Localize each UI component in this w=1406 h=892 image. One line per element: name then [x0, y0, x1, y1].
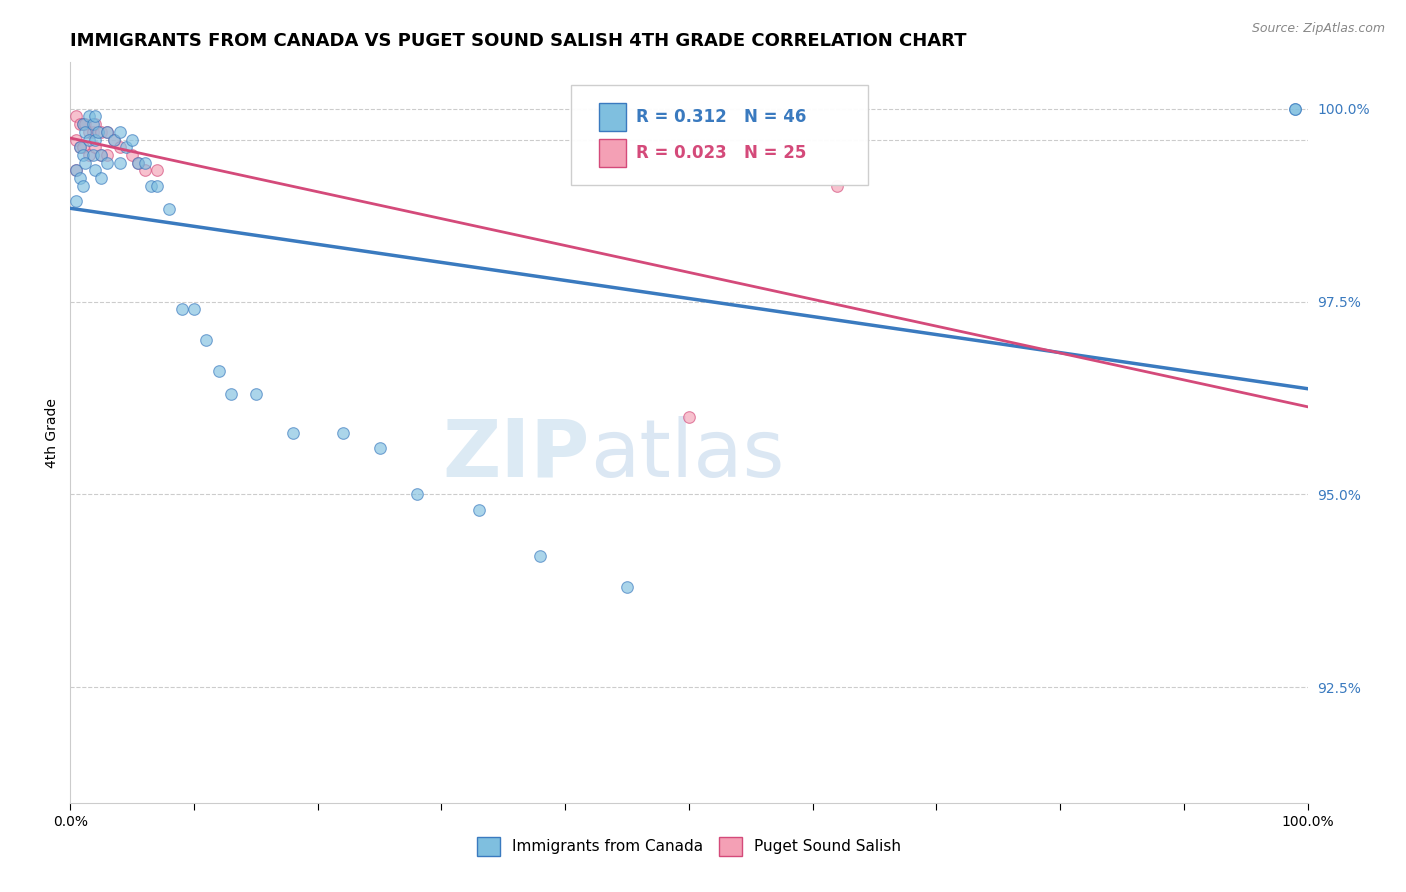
Point	[529, 549, 551, 563]
Point	[1284, 102, 1306, 116]
Point	[1284, 102, 1306, 116]
Point	[96, 125, 118, 139]
Text: R = 0.023   N = 25: R = 0.023 N = 25	[636, 144, 806, 161]
Point	[368, 441, 391, 455]
Y-axis label: 4th Grade: 4th Grade	[45, 398, 59, 467]
Point	[170, 302, 193, 317]
Point	[678, 410, 700, 425]
Point	[82, 117, 104, 131]
Text: ZIP: ZIP	[443, 416, 591, 494]
Point	[77, 132, 100, 146]
Point	[146, 178, 169, 193]
Point	[108, 140, 131, 154]
Point	[69, 140, 91, 154]
Text: IMMIGRANTS FROM CANADA VS PUGET SOUND SALISH 4TH GRADE CORRELATION CHART: IMMIGRANTS FROM CANADA VS PUGET SOUND SA…	[70, 32, 967, 50]
Text: atlas: atlas	[591, 416, 785, 494]
Point	[96, 148, 118, 162]
Point	[65, 110, 87, 124]
Point	[90, 148, 112, 162]
Point	[82, 125, 104, 139]
Point	[69, 140, 91, 154]
Point	[72, 178, 94, 193]
Point	[77, 110, 100, 124]
Point	[827, 178, 849, 193]
Point	[121, 148, 143, 162]
Point	[90, 171, 112, 186]
Point	[139, 178, 162, 193]
Text: Source: ZipAtlas.com: Source: ZipAtlas.com	[1251, 22, 1385, 36]
Point	[77, 125, 100, 139]
Point	[84, 132, 107, 146]
Point	[467, 502, 489, 516]
Point	[69, 117, 91, 131]
Point	[69, 171, 91, 186]
Point	[72, 117, 94, 131]
Point	[72, 140, 94, 154]
Point	[195, 333, 218, 347]
Point	[65, 163, 87, 178]
Point	[108, 125, 131, 139]
Point	[103, 132, 125, 146]
Point	[90, 125, 112, 139]
Point	[90, 148, 112, 162]
Bar	[599, 138, 626, 167]
Text: R = 0.312   N = 46: R = 0.312 N = 46	[636, 108, 806, 127]
Point	[65, 163, 87, 178]
Point	[146, 163, 169, 178]
FancyBboxPatch shape	[571, 85, 869, 185]
Point	[108, 155, 131, 169]
Point	[103, 132, 125, 146]
Point	[157, 202, 180, 216]
Point	[86, 125, 108, 139]
Point	[65, 132, 87, 146]
Point	[134, 155, 156, 169]
Point	[84, 110, 107, 124]
Point	[127, 155, 149, 169]
Point	[115, 140, 138, 154]
Point	[84, 117, 107, 131]
Point	[96, 125, 118, 139]
Point	[75, 155, 97, 169]
Point	[75, 117, 97, 131]
Bar	[599, 103, 626, 131]
Point	[127, 155, 149, 169]
Point	[616, 580, 638, 594]
Point	[77, 148, 100, 162]
Point	[405, 487, 427, 501]
Point	[72, 148, 94, 162]
Legend: Immigrants from Canada, Puget Sound Salish: Immigrants from Canada, Puget Sound Sali…	[471, 831, 907, 862]
Point	[84, 140, 107, 154]
Point	[121, 132, 143, 146]
Point	[72, 117, 94, 131]
Point	[75, 125, 97, 139]
Point	[183, 302, 205, 317]
Point	[65, 194, 87, 209]
Point	[134, 163, 156, 178]
Point	[281, 425, 304, 440]
Point	[219, 387, 242, 401]
Point	[82, 148, 104, 162]
Point	[332, 425, 354, 440]
Point	[84, 163, 107, 178]
Point	[245, 387, 267, 401]
Point	[208, 364, 231, 378]
Point	[96, 155, 118, 169]
